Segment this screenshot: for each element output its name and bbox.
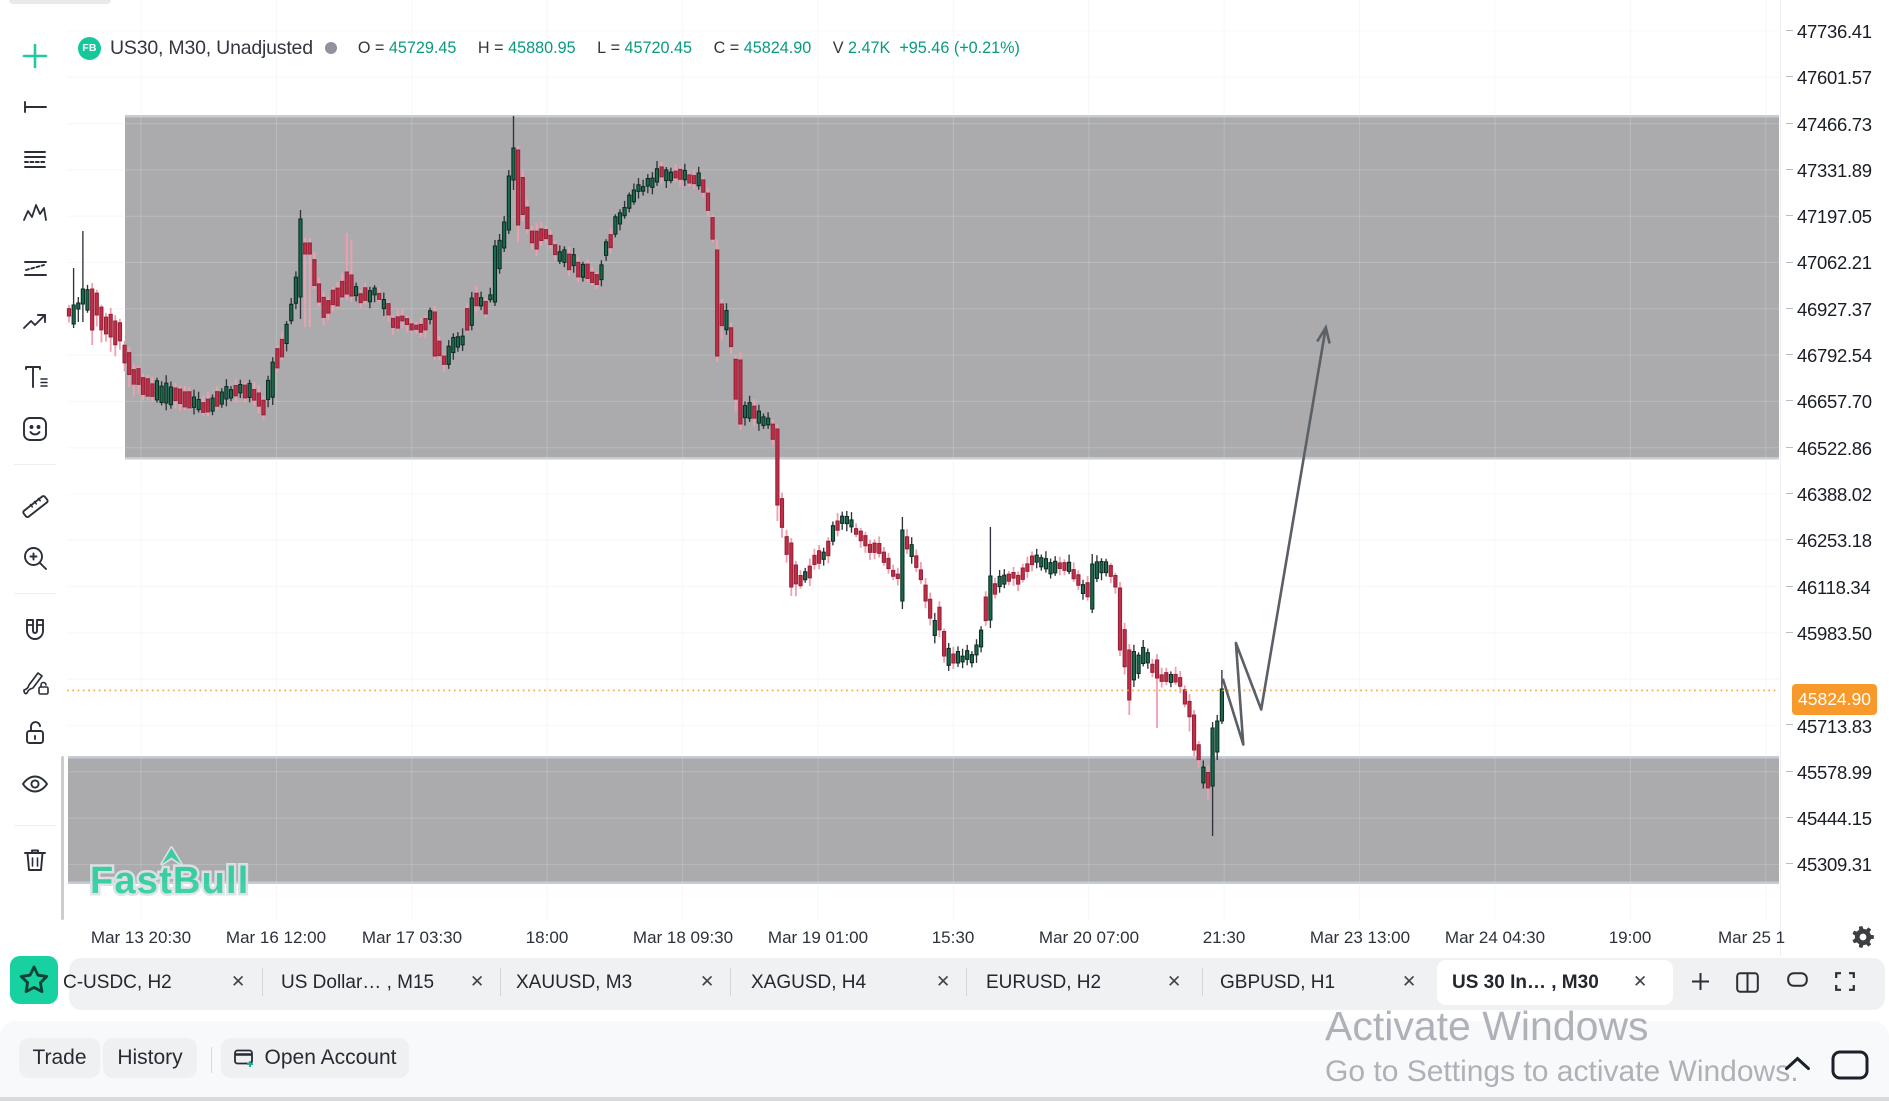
svg-text:FastBull: FastBull xyxy=(90,860,250,902)
